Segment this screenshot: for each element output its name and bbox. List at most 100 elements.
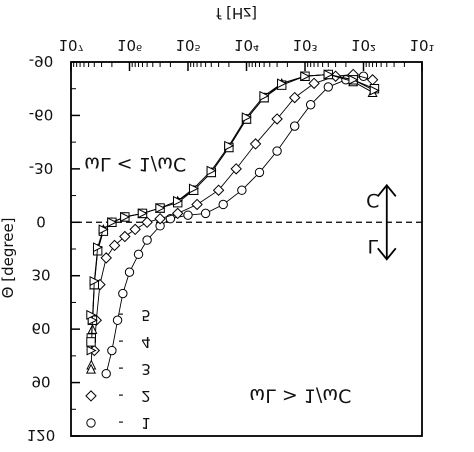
data-point-triangle-left bbox=[188, 183, 199, 194]
data-point-circle bbox=[237, 185, 247, 195]
data-point-triangle-left bbox=[87, 315, 98, 326]
data-point-circle bbox=[133, 249, 144, 260]
data-point-circle bbox=[124, 267, 135, 277]
legend-label: 3 bbox=[141, 360, 151, 378]
x-tick-label: 10⁵ bbox=[175, 36, 200, 54]
x-tick-label: 10² bbox=[351, 36, 376, 54]
data-point-triangle-left bbox=[206, 165, 217, 176]
legend-circle-marker bbox=[86, 418, 96, 428]
data-point-triangle-left bbox=[224, 140, 235, 151]
data-point-diamond bbox=[171, 207, 184, 220]
data-point-triangle-left bbox=[89, 276, 100, 287]
data-point-triangle-left bbox=[300, 71, 311, 82]
legend-label: 4 bbox=[141, 333, 151, 351]
data-point-triangle-left bbox=[155, 203, 166, 214]
legend-label: 1 bbox=[141, 414, 151, 432]
legend-item: -5 bbox=[86, 306, 151, 324]
series-line bbox=[90, 74, 373, 365]
data-point-diamond bbox=[212, 184, 225, 196]
y-tick-label: -30 bbox=[29, 159, 54, 177]
annotation-inductive: L bbox=[367, 235, 378, 257]
data-point-diamond bbox=[308, 77, 320, 90]
data-point-diamond bbox=[100, 252, 112, 264]
series-triangle-down bbox=[86, 69, 378, 370]
data-point-triangle-left bbox=[241, 112, 252, 123]
y-tick-label: 120 bbox=[27, 426, 56, 444]
data-point-circle bbox=[305, 100, 316, 110]
legend-label: 5 bbox=[141, 306, 151, 324]
data-point-triangle-left bbox=[92, 242, 103, 253]
data-point-circle bbox=[323, 82, 333, 92]
data-point-triangle-left bbox=[172, 195, 184, 206]
data-point-diamond bbox=[271, 113, 283, 125]
data-point-diamond bbox=[288, 91, 301, 104]
data-point-circle bbox=[200, 208, 211, 219]
series-triangle-left bbox=[86, 69, 380, 356]
series-line bbox=[90, 74, 375, 351]
x-tick-label: 10⁴ bbox=[234, 36, 259, 54]
data-point-circle bbox=[101, 368, 111, 379]
data-point-triangle-left bbox=[86, 345, 97, 356]
series-diamond bbox=[88, 68, 379, 357]
data-point-triangle-left bbox=[137, 208, 148, 219]
data-point-triangle-left bbox=[369, 85, 380, 96]
legend-dash: - bbox=[118, 414, 123, 432]
data-point-triangle-left bbox=[120, 211, 131, 222]
y-tick-label: 90 bbox=[31, 373, 50, 391]
arrow-up-down-icon bbox=[377, 183, 397, 261]
data-point-diamond bbox=[366, 74, 379, 86]
annotation-capacitive: C bbox=[366, 189, 379, 211]
annotation-upper: ωL < 1/ωC bbox=[84, 153, 186, 175]
data-point-diamond bbox=[141, 216, 153, 229]
y-tick-label: 0 bbox=[36, 212, 46, 230]
data-point-circle bbox=[107, 345, 117, 356]
data-point-circle bbox=[272, 146, 282, 156]
y-tick-label: 30 bbox=[31, 266, 50, 284]
x-tick-label: 10⁶ bbox=[117, 36, 142, 54]
legend-dash: - bbox=[118, 333, 123, 351]
data-point-circle bbox=[218, 199, 228, 210]
data-point-triangle-left bbox=[348, 74, 359, 85]
data-point-triangle-left bbox=[259, 90, 270, 101]
series-line bbox=[93, 74, 373, 351]
data-point-circle bbox=[254, 167, 265, 178]
data-point-triangle-left bbox=[323, 69, 334, 80]
legend-label: 2 bbox=[141, 387, 151, 405]
legend-item: -3 bbox=[85, 360, 151, 378]
data-point-circle bbox=[289, 121, 300, 131]
legend-dash: - bbox=[118, 306, 123, 324]
data-point-triangle-left bbox=[277, 78, 288, 89]
data-point-circle bbox=[142, 235, 152, 245]
legend-item: -2 bbox=[85, 387, 151, 405]
legend-square-marker bbox=[86, 337, 96, 347]
x-axis-title: f [Hz] bbox=[216, 4, 257, 22]
data-point-circle bbox=[118, 288, 128, 299]
x-tick-label: 10³ bbox=[292, 36, 317, 54]
data-point-diamond bbox=[191, 198, 203, 211]
legend-dash: - bbox=[118, 360, 123, 378]
data-point-diamond bbox=[154, 212, 166, 225]
y-tick-label: 60 bbox=[31, 319, 50, 337]
legend-item: -4 bbox=[86, 333, 151, 351]
data-point-triangle-left bbox=[98, 224, 109, 235]
data-point-circle bbox=[183, 210, 193, 220]
annotation-lower: ωL > 1/ωC bbox=[249, 385, 351, 407]
y-tick-label: -60 bbox=[29, 105, 54, 123]
data-point-diamond bbox=[129, 223, 141, 236]
data-point-circle bbox=[112, 315, 123, 325]
legend-triangle-left-marker bbox=[86, 309, 97, 320]
y-axis-title: Θ [degree] bbox=[0, 217, 17, 298]
data-point-diamond bbox=[119, 230, 131, 243]
data-point-diamond bbox=[230, 163, 242, 175]
y-tick-label: -90 bbox=[29, 52, 54, 70]
legend-dash: - bbox=[118, 387, 123, 405]
data-point-diamond bbox=[108, 239, 121, 252]
series-line bbox=[90, 74, 375, 339]
legend-triangle-down-marker bbox=[85, 363, 97, 374]
legend-item: -1 bbox=[86, 414, 151, 432]
data-point-diamond bbox=[249, 138, 262, 150]
legend-diamond-marker bbox=[85, 390, 97, 402]
x-tick-label: 10⁷ bbox=[58, 36, 83, 54]
series-square bbox=[86, 69, 380, 343]
